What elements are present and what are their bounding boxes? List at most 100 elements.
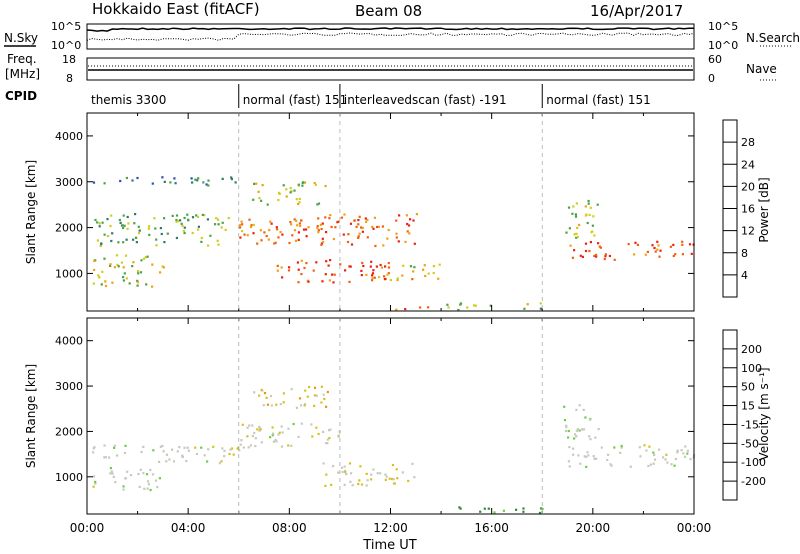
- heatmap-cell: [409, 265, 413, 268]
- heatmap-cell: [457, 308, 460, 312]
- y-tick-label: 3000: [55, 176, 83, 189]
- heatmap-cell: [325, 260, 328, 263]
- heatmap-cell: [125, 238, 128, 241]
- heatmap-cell: [258, 394, 261, 397]
- heatmap-cell: [205, 183, 208, 186]
- heatmap-cell: [280, 425, 283, 428]
- power-colorbar-tick: 28: [741, 136, 755, 149]
- heatmap-cell: [281, 276, 284, 279]
- heatmap-cell: [274, 241, 277, 244]
- heatmap-cell: [330, 483, 333, 486]
- heatmap-cell: [94, 480, 97, 483]
- heatmap-cell: [260, 388, 263, 392]
- heatmap-cell: [348, 280, 351, 283]
- heatmap-cell: [126, 227, 129, 230]
- heatmap-cell: [272, 432, 275, 435]
- heatmap-cell: [575, 429, 578, 432]
- power-panel: 1000 2000 3000 4000 Slant Range [km]: [24, 112, 695, 312]
- heatmap-cell: [143, 487, 146, 490]
- nsky-label: N.Sky: [4, 31, 38, 45]
- heatmap-cell: [172, 460, 176, 463]
- heatmap-cell: [97, 274, 100, 277]
- heatmap-cell: [316, 225, 319, 228]
- heatmap-cell: [216, 239, 219, 242]
- heatmap-cell: [149, 488, 152, 492]
- heatmap-cell: [405, 214, 408, 217]
- heatmap-cell: [365, 273, 368, 276]
- heatmap-cell: [330, 225, 333, 228]
- heatmap-cell: [261, 184, 264, 187]
- heatmap-cell: [585, 465, 588, 468]
- heatmap-cell: [393, 482, 396, 485]
- heatmap-cell: [372, 468, 375, 471]
- power-ylabel: Slant Range [km]: [24, 160, 38, 264]
- heatmap-cell: [313, 394, 316, 397]
- heatmap-cell: [272, 440, 276, 443]
- heatmap-cell: [366, 479, 369, 482]
- heatmap-cell: [173, 177, 176, 180]
- heatmap-cell: [594, 253, 598, 256]
- heatmap-cell: [201, 213, 204, 216]
- heatmap-cell: [263, 392, 267, 395]
- heatmap-cell: [305, 262, 308, 265]
- heatmap-cell: [360, 269, 363, 272]
- heatmap-cell: [664, 458, 667, 461]
- heatmap-cell: [293, 218, 296, 221]
- heatmap-cell: [638, 446, 641, 449]
- heatmap-cell: [331, 273, 334, 276]
- nsky-tick-top: 10^5: [51, 20, 81, 33]
- y-tick-label: 4000: [55, 335, 83, 348]
- velocity-colorbar-tick: 15: [741, 400, 755, 413]
- heatmap-cell: [259, 428, 262, 431]
- heatmap-cell: [427, 272, 430, 275]
- heatmap-cell: [392, 478, 395, 481]
- heatmap-cell: [296, 224, 299, 227]
- heatmap-cell: [100, 283, 103, 286]
- heatmap-cell: [92, 447, 95, 450]
- heatmap-cell: [658, 448, 661, 451]
- heatmap-cell: [343, 213, 346, 216]
- heatmap-cell: [382, 244, 385, 247]
- heatmap-cell: [404, 308, 407, 311]
- heatmap-cell: [124, 444, 127, 447]
- heatmap-cell: [136, 284, 139, 287]
- heatmap-cell: [345, 473, 348, 476]
- heatmap-cell: [391, 464, 395, 467]
- cpid-segment-label: interleavedscan (fast) -191: [344, 93, 507, 107]
- heatmap-cell: [415, 213, 418, 216]
- heatmap-cell: [502, 509, 505, 512]
- heatmap-cell: [539, 302, 542, 305]
- heatmap-cell: [289, 187, 292, 190]
- heatmap-cell: [250, 224, 253, 227]
- heatmap-cell: [587, 199, 590, 203]
- heatmap-cell: [377, 225, 380, 228]
- heatmap-cell: [326, 442, 329, 445]
- freq-panel: Freq. [MHz] 18 8 60 0 Nave: [5, 52, 777, 85]
- heatmap-cell: [395, 219, 398, 222]
- heatmap-cell: [609, 463, 612, 466]
- heatmap-cell: [171, 214, 174, 217]
- heatmap-cell: [653, 458, 657, 461]
- heatmap-cell: [604, 253, 607, 256]
- heatmap-cell: [300, 422, 303, 425]
- heatmap-cell: [686, 452, 689, 455]
- heatmap-cell: [337, 220, 340, 223]
- heatmap-cell: [385, 475, 388, 478]
- heatmap-cell: [162, 266, 165, 269]
- heatmap-cell: [358, 215, 361, 218]
- heatmap-cell: [206, 244, 210, 247]
- heatmap-cell: [290, 444, 293, 447]
- nave-label: Nave: [746, 62, 777, 76]
- heatmap-cell: [126, 215, 129, 219]
- heatmap-cell: [262, 404, 265, 407]
- heatmap-cell: [646, 250, 649, 253]
- heatmap-cell: [474, 304, 477, 307]
- heatmap-cell: [325, 442, 328, 445]
- heatmap-cell: [175, 220, 178, 223]
- heatmap-cell: [195, 452, 199, 456]
- heatmap-cell: [228, 452, 231, 456]
- power-colorbar-tick: 4: [741, 269, 748, 282]
- heatmap-cell: [298, 222, 301, 225]
- heatmap-cell: [165, 453, 168, 456]
- heatmap-cell: [598, 245, 601, 248]
